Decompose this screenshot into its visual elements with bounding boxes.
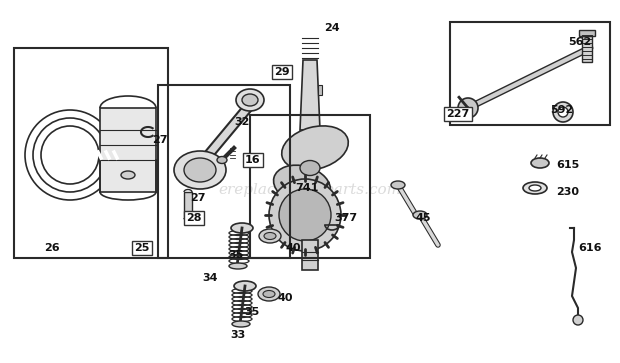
Bar	[582, 32, 592, 62]
Text: 227: 227	[446, 109, 469, 119]
Text: 27: 27	[152, 135, 167, 145]
Text: 45: 45	[416, 213, 432, 223]
Ellipse shape	[264, 232, 276, 240]
Ellipse shape	[523, 182, 547, 194]
Circle shape	[269, 179, 341, 251]
Text: 35: 35	[228, 250, 243, 260]
Ellipse shape	[259, 229, 281, 243]
Text: 25: 25	[135, 243, 149, 253]
Circle shape	[279, 189, 331, 241]
Text: 33: 33	[230, 330, 246, 340]
Ellipse shape	[232, 321, 250, 327]
Text: 616: 616	[578, 243, 601, 253]
Ellipse shape	[273, 165, 330, 205]
Text: 377: 377	[334, 213, 357, 223]
Text: 26: 26	[44, 243, 60, 253]
Bar	[100, 108, 156, 192]
Ellipse shape	[263, 290, 275, 298]
Text: 230: 230	[556, 187, 579, 197]
Bar	[579, 30, 595, 36]
Bar	[158, 85, 290, 258]
Ellipse shape	[300, 160, 320, 175]
Text: 615: 615	[556, 160, 579, 170]
Text: 40: 40	[278, 293, 293, 303]
Bar	[450, 22, 610, 125]
Text: 32: 32	[234, 117, 249, 127]
Ellipse shape	[242, 94, 258, 106]
Bar	[250, 115, 370, 258]
Ellipse shape	[236, 89, 264, 111]
Circle shape	[458, 98, 478, 118]
Ellipse shape	[529, 185, 541, 191]
Ellipse shape	[531, 158, 549, 168]
Text: 34: 34	[202, 273, 218, 283]
Ellipse shape	[231, 223, 253, 233]
Circle shape	[553, 102, 573, 122]
Text: 562: 562	[568, 37, 591, 47]
Ellipse shape	[258, 287, 280, 301]
Bar	[318, 85, 322, 95]
Text: ereplacementparts.com: ereplacementparts.com	[218, 183, 402, 197]
Ellipse shape	[184, 158, 216, 182]
Text: 28: 28	[186, 213, 202, 223]
Text: 40: 40	[285, 243, 301, 253]
Bar	[14, 48, 168, 258]
Text: 29: 29	[274, 67, 290, 77]
Text: 592: 592	[550, 105, 574, 115]
Bar	[302, 240, 318, 270]
Ellipse shape	[413, 211, 427, 219]
Ellipse shape	[229, 263, 247, 269]
Bar	[184, 192, 192, 218]
Ellipse shape	[121, 171, 135, 179]
Circle shape	[573, 315, 583, 325]
Circle shape	[558, 107, 568, 117]
Ellipse shape	[391, 181, 405, 189]
Text: 24: 24	[324, 23, 340, 33]
Text: 16: 16	[245, 155, 261, 165]
Text: 741: 741	[295, 183, 319, 193]
Ellipse shape	[281, 126, 348, 170]
Ellipse shape	[217, 156, 227, 163]
Text: 35: 35	[244, 307, 259, 317]
Polygon shape	[300, 60, 320, 130]
Text: 27: 27	[190, 193, 205, 203]
Ellipse shape	[234, 281, 256, 291]
Ellipse shape	[174, 151, 226, 189]
